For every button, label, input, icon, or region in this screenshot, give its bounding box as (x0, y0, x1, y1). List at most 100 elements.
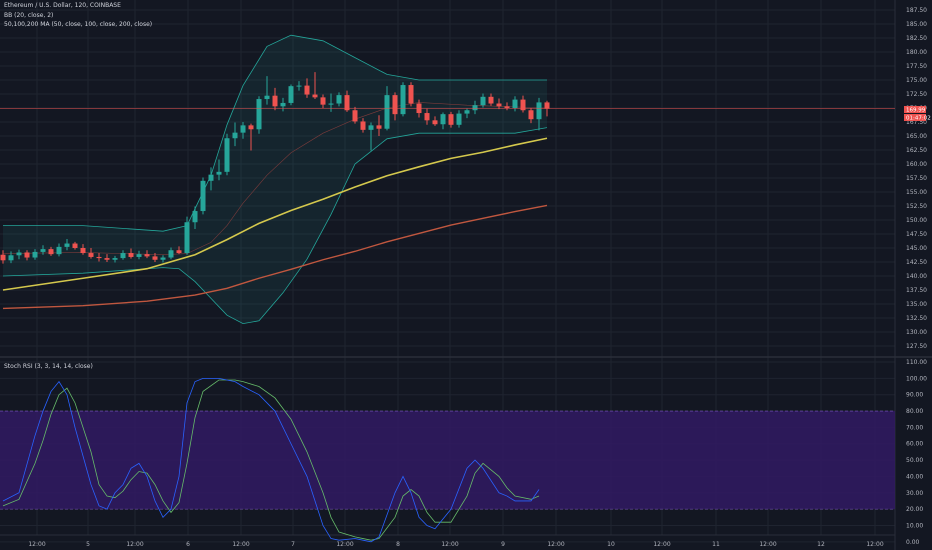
candle[interactable] (264, 76, 270, 105)
candle-body (200, 180, 206, 212)
candle-body (160, 257, 166, 260)
candle[interactable] (232, 122, 238, 147)
candle[interactable] (368, 122, 374, 151)
candle[interactable] (472, 100, 478, 115)
candle[interactable] (88, 248, 94, 259)
candle[interactable] (376, 115, 382, 136)
candle[interactable] (336, 92, 342, 107)
candle[interactable] (96, 253, 102, 262)
candle[interactable] (192, 206, 198, 229)
candle-body (40, 249, 46, 252)
candle[interactable] (288, 84, 294, 106)
candle-body (152, 256, 158, 260)
candle[interactable] (312, 72, 318, 100)
candle-body (64, 243, 70, 247)
stoch-legend[interactable]: Stoch RSI (3, 3, 14, 14, close) (4, 363, 93, 370)
candle[interactable] (176, 246, 182, 255)
candle[interactable] (168, 247, 174, 260)
time-tick-label: 10 (607, 541, 615, 548)
candle[interactable] (392, 92, 398, 121)
price-tick-label: 142.50 (906, 259, 927, 266)
candle[interactable] (504, 102, 510, 111)
candle[interactable] (408, 82, 414, 107)
candle[interactable] (120, 250, 126, 260)
time-tick-label: 12:00 (866, 541, 883, 548)
candle[interactable] (152, 253, 158, 262)
candle[interactable] (136, 250, 142, 260)
candle[interactable] (528, 108, 534, 124)
candle[interactable] (16, 249, 22, 260)
candle[interactable] (56, 243, 62, 257)
candle[interactable] (48, 246, 54, 256)
candle-body (344, 95, 350, 111)
candle[interactable] (480, 93, 486, 108)
candle[interactable] (104, 254, 110, 262)
candle[interactable] (432, 116, 438, 126)
candle[interactable] (448, 111, 454, 128)
time-axis[interactable]: 12:00 5 12:00 6 12:00 7 12:00 8 12:00 9 12:00 10 12:… (28, 541, 883, 548)
candle-body (448, 114, 454, 125)
candle[interactable] (400, 82, 406, 117)
candle[interactable] (320, 94, 326, 108)
candle[interactable] (256, 96, 262, 134)
bb-legend[interactable]: BB (20, close, 2) (4, 12, 54, 19)
candle[interactable] (80, 244, 86, 255)
candle-body (480, 96, 486, 106)
price-tick-label: 172.50 (906, 91, 927, 98)
candle-body (424, 113, 430, 121)
stoch-tick-label: 80.00 (906, 408, 923, 415)
stoch-tick-label: 60.00 (906, 441, 923, 448)
candle[interactable] (40, 245, 46, 255)
symbol-legend[interactable]: Ethereum / U.S. Dollar, 120, COINBASE (4, 2, 121, 9)
candle-body (136, 254, 142, 257)
candle-body (264, 95, 270, 100)
candle[interactable] (280, 97, 286, 112)
candle[interactable] (184, 216, 190, 255)
candle[interactable] (112, 255, 118, 263)
candle[interactable] (128, 248, 134, 259)
candle[interactable] (224, 133, 230, 176)
candle-body (104, 258, 110, 260)
candle[interactable] (240, 122, 246, 139)
stoch-tick-label: 70.00 (906, 424, 923, 431)
candle[interactable] (248, 123, 254, 151)
candle[interactable] (8, 251, 14, 264)
candle[interactable] (32, 249, 38, 260)
candle[interactable] (144, 250, 150, 259)
candle[interactable] (520, 95, 526, 113)
candle[interactable] (0, 250, 6, 264)
candle-body (16, 252, 22, 256)
candle[interactable] (24, 250, 30, 261)
candle-body (256, 99, 262, 130)
candle[interactable] (304, 78, 310, 98)
stoch-tick-label: 40.00 (906, 473, 923, 480)
candle[interactable] (424, 108, 430, 125)
candle-body (168, 250, 174, 258)
candle[interactable] (296, 81, 302, 91)
stoch-axis[interactable]: 110.00 100.00 90.00 80.00 70.00 60.00 50.00 40.… (906, 359, 927, 546)
price-tick-label: 135.00 (906, 301, 927, 308)
ma-legend[interactable]: 50,100,200 MA (50, close, 100, close, 20… (4, 21, 153, 28)
candle[interactable] (456, 110, 462, 128)
candle[interactable] (440, 112, 446, 130)
candle[interactable] (160, 255, 166, 263)
candle[interactable] (216, 159, 222, 181)
candlesticks[interactable] (0, 72, 550, 264)
candle[interactable] (208, 167, 214, 191)
candle[interactable] (536, 97, 542, 131)
price-axis[interactable]: 187.50 185.00 182.50 180.00 177.50 175.00 172.… (906, 7, 927, 350)
candle[interactable] (464, 108, 470, 119)
candle[interactable] (352, 106, 358, 124)
candle-body (144, 254, 150, 257)
stoch-tick-label: 0.00 (906, 539, 920, 546)
candle[interactable] (200, 177, 206, 215)
candle[interactable] (72, 241, 78, 250)
candle[interactable] (488, 93, 494, 106)
candle-body (24, 252, 30, 258)
candle[interactable] (496, 98, 502, 110)
candle[interactable] (360, 118, 366, 133)
time-tick-label: 5 (86, 541, 90, 548)
candle[interactable] (64, 239, 70, 251)
candle[interactable] (272, 87, 278, 111)
